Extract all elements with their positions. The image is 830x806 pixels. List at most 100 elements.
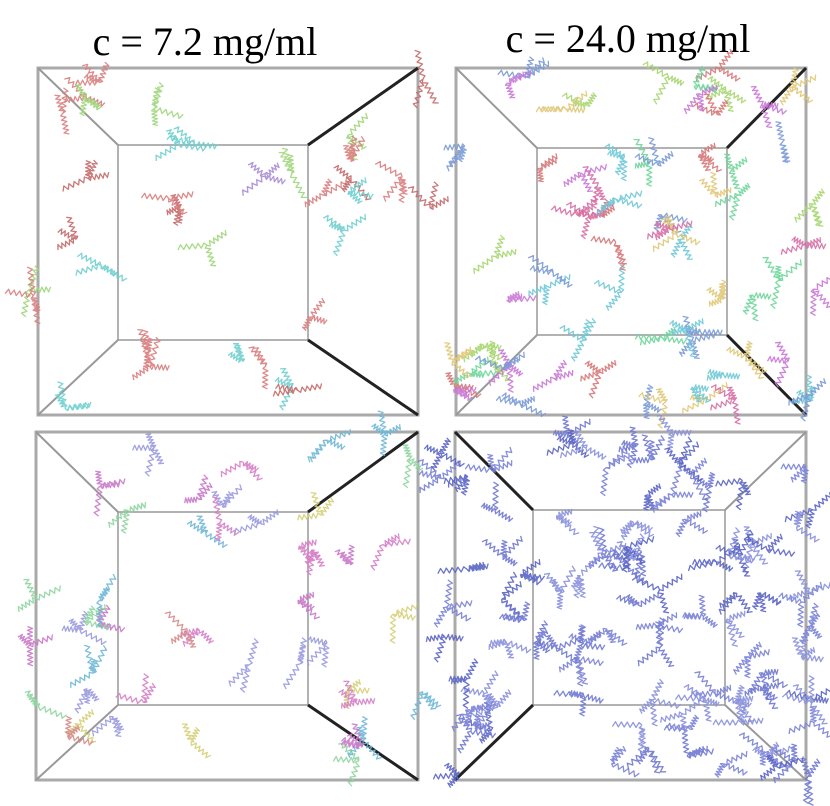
protein	[83, 604, 111, 631]
protein	[573, 624, 606, 662]
protein	[241, 161, 287, 196]
protein	[4, 266, 41, 325]
protein	[735, 684, 754, 722]
protein	[306, 636, 330, 668]
protein	[615, 592, 659, 608]
box-edge	[307, 338, 419, 417]
protein	[410, 690, 442, 721]
protein	[75, 252, 128, 282]
protein	[64, 715, 94, 746]
protein	[166, 194, 183, 227]
box-edge	[453, 703, 535, 782]
protein	[527, 254, 573, 288]
proteins	[443, 48, 830, 429]
protein	[74, 687, 100, 714]
protein	[706, 279, 728, 307]
protein	[453, 356, 497, 385]
protein	[683, 84, 718, 115]
protein	[687, 543, 741, 572]
protein	[234, 509, 279, 535]
protein	[180, 627, 214, 647]
protein	[563, 164, 608, 193]
protein	[443, 474, 471, 496]
outer-face	[454, 66, 808, 417]
box-edge	[724, 431, 807, 511]
protein	[389, 603, 418, 644]
outer-face	[34, 430, 420, 782]
protein	[297, 591, 321, 620]
box-edge	[37, 339, 119, 416]
protein	[474, 351, 525, 371]
protein	[779, 67, 817, 106]
box-edge	[37, 67, 119, 146]
protein	[24, 690, 68, 720]
protein	[788, 378, 827, 422]
protein	[791, 631, 824, 663]
protein	[301, 297, 328, 332]
protein	[690, 671, 738, 704]
protein	[558, 656, 604, 687]
protein	[781, 675, 828, 725]
protein	[532, 359, 574, 392]
panels	[4, 48, 830, 806]
column-title: c = 24.0 mg/ml	[506, 16, 751, 61]
protein	[74, 61, 110, 86]
protein	[17, 625, 54, 667]
protein	[488, 349, 524, 393]
protein	[150, 81, 184, 127]
box-frame	[36, 66, 420, 417]
protein	[707, 76, 747, 112]
box-edge	[455, 334, 538, 416]
protein	[559, 430, 607, 460]
protein	[444, 342, 472, 379]
protein	[639, 678, 681, 727]
protein	[62, 159, 110, 192]
protein	[543, 565, 576, 610]
protein	[637, 617, 675, 667]
protein	[760, 754, 804, 781]
protein	[698, 171, 732, 198]
protein	[604, 143, 628, 182]
protein	[559, 317, 597, 362]
protein	[443, 143, 467, 172]
protein	[651, 465, 694, 513]
protein	[618, 426, 639, 469]
protein	[712, 697, 764, 726]
protein	[580, 359, 617, 399]
protein	[647, 220, 693, 241]
protein	[70, 644, 108, 688]
protein	[643, 483, 662, 511]
protein	[433, 579, 473, 628]
protein	[669, 318, 704, 358]
protein	[282, 637, 308, 690]
box-frame	[34, 430, 420, 782]
protein	[678, 315, 716, 360]
protein	[725, 610, 746, 647]
protein	[506, 291, 537, 303]
outer-face	[36, 66, 420, 417]
protein	[682, 594, 718, 628]
protein	[718, 592, 753, 615]
protein	[789, 570, 830, 601]
box-edge	[307, 66, 419, 147]
simulation-panel	[17, 410, 442, 787]
protein	[780, 463, 809, 484]
simulation-panel	[443, 48, 830, 429]
protein	[425, 633, 464, 663]
protein	[642, 61, 685, 105]
protein	[340, 723, 365, 750]
protein	[714, 182, 751, 221]
protein	[771, 743, 798, 784]
proteins	[4, 49, 449, 412]
protein	[464, 446, 513, 473]
protein	[186, 515, 228, 548]
protein	[660, 696, 705, 736]
protein	[54, 381, 92, 412]
protein	[155, 129, 207, 162]
inner-face	[117, 511, 309, 706]
protein	[296, 491, 335, 521]
protein	[681, 732, 715, 759]
box-edge	[35, 704, 119, 781]
protein	[714, 750, 748, 778]
